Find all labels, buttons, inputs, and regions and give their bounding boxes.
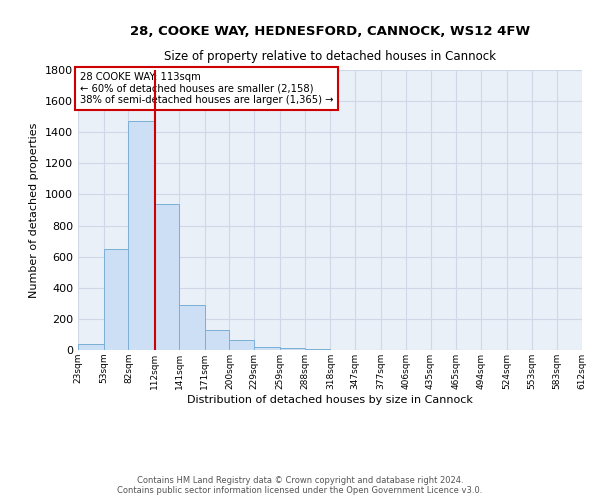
Bar bbox=[128, 122, 154, 350]
Bar bbox=[280, 348, 305, 350]
Bar bbox=[254, 347, 280, 350]
Bar bbox=[179, 305, 205, 350]
Text: Size of property relative to detached houses in Cannock: Size of property relative to detached ho… bbox=[164, 50, 496, 63]
Bar bbox=[305, 349, 331, 350]
Bar bbox=[78, 344, 104, 350]
Y-axis label: Number of detached properties: Number of detached properties bbox=[29, 122, 40, 298]
Text: 28 COOKE WAY: 113sqm
← 60% of detached houses are smaller (2,158)
38% of semi-de: 28 COOKE WAY: 113sqm ← 60% of detached h… bbox=[80, 72, 333, 105]
Bar bbox=[104, 249, 128, 350]
Bar bbox=[154, 204, 179, 350]
X-axis label: Distribution of detached houses by size in Cannock: Distribution of detached houses by size … bbox=[187, 394, 473, 404]
Bar bbox=[205, 330, 229, 350]
Text: Contains HM Land Registry data © Crown copyright and database right 2024.
Contai: Contains HM Land Registry data © Crown c… bbox=[118, 476, 482, 495]
Bar bbox=[229, 340, 254, 350]
Text: 28, COOKE WAY, HEDNESFORD, CANNOCK, WS12 4FW: 28, COOKE WAY, HEDNESFORD, CANNOCK, WS12… bbox=[130, 25, 530, 38]
